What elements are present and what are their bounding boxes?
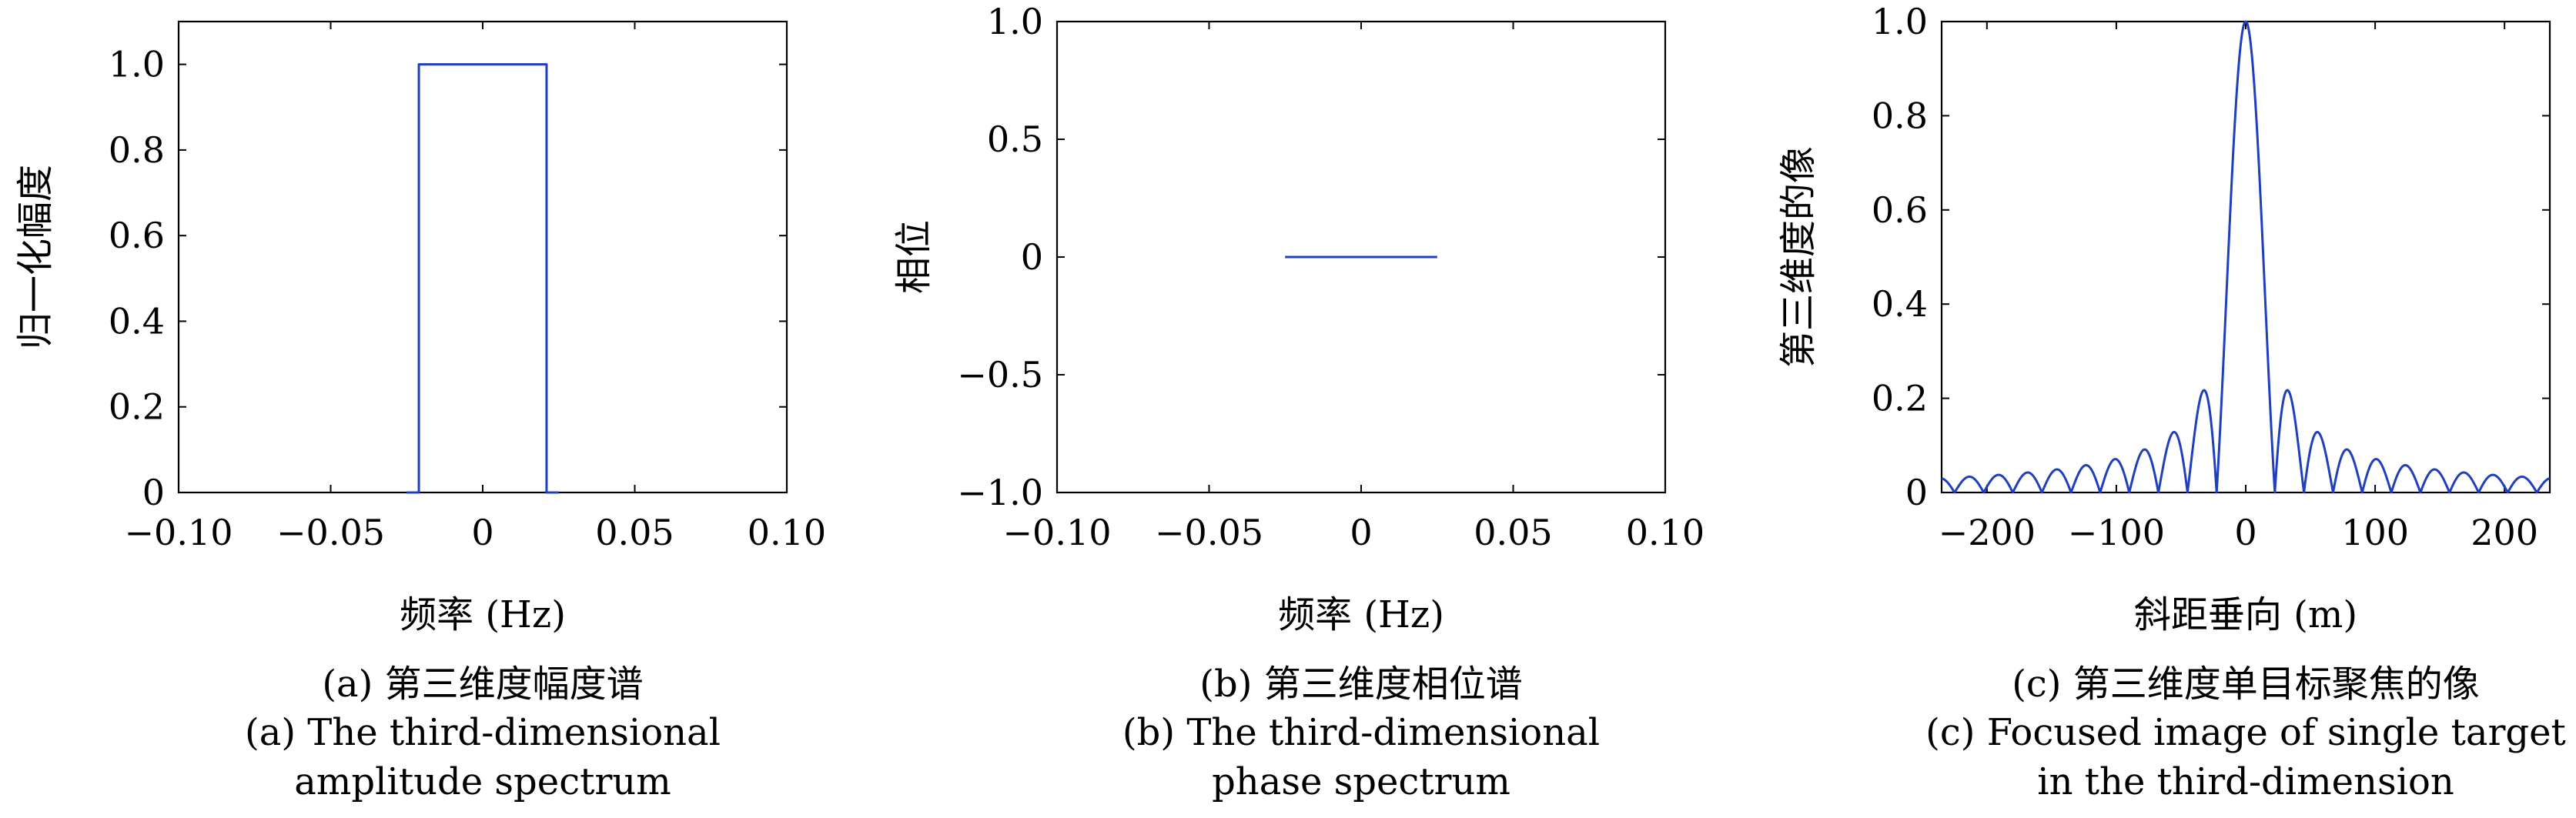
axis-ticks: −200 −100 0 100 200 0 0.2 0.4 0.6 0.8 1.0: [1872, 1, 2550, 553]
y-tick-label: 0.6: [1872, 189, 1928, 231]
caption-chinese: (a) 第三维度幅度谱: [322, 663, 643, 706]
caption-chinese: (b) 第三维度相位谱: [1199, 663, 1522, 706]
x-axis-label: 斜距垂向 (m): [2134, 593, 2357, 636]
series-line: [406, 63, 559, 494]
x-axis-label: 频率 (Hz): [400, 593, 566, 636]
axis-ticks: −0.10 −0.05 0 0.05 0.10 0 0.2 0.4 0.6 0.8 1.0: [109, 22, 826, 553]
y-tick-label: 0.8: [1872, 95, 1928, 136]
panel-amplitude-spectrum: −0.10 −0.05 0 0.05 0.10 0 0.2 0.4 0.6 0.8 1.0 频率 (…: [14, 20, 826, 803]
x-tick-label: 0: [471, 512, 493, 553]
caption-english-line2: in the third-dimension: [2037, 760, 2454, 803]
series-line: [1941, 20, 2551, 494]
y-tick-label: 0.6: [109, 215, 165, 256]
x-tick-label: −0.05: [1155, 512, 1263, 553]
x-tick-label: −0.10: [125, 512, 233, 553]
panel-phase-spectrum: −0.10 −0.05 0 0.05 0.10 −1.0 −0.5 0 0.5 1.0 频率 (H…: [892, 1, 1705, 803]
caption-english-line2: amplitude spectrum: [294, 760, 671, 803]
x-tick-label: −0.05: [276, 512, 385, 553]
y-tick-label: 0.8: [109, 129, 165, 171]
y-tick-label: −1.0: [957, 472, 1043, 513]
y-tick-label: 1.0: [1872, 1, 1928, 42]
x-tick-label: 0.05: [595, 512, 674, 553]
plot-frame: [177, 20, 788, 494]
y-tick-label: 1.0: [109, 44, 165, 85]
y-tick-label: 0: [1905, 472, 1928, 513]
y-tick-label: −0.5: [957, 354, 1043, 396]
x-tick-label: 0: [1350, 512, 1372, 553]
x-tick-label: 100: [2341, 512, 2409, 553]
x-tick-label: 0: [2234, 512, 2257, 553]
x-tick-label: −0.10: [1003, 512, 1112, 553]
x-axis-label: 频率 (Hz): [1278, 593, 1444, 636]
y-axis-label: 相位: [892, 220, 935, 294]
x-tick-label: 0.10: [1626, 512, 1705, 553]
y-tick-label: 0.5: [987, 119, 1043, 160]
caption-english-line1: (a) The third-dimensional: [245, 711, 721, 754]
x-tick-label: −200: [1939, 512, 2036, 553]
x-tick-label: 200: [2471, 512, 2538, 553]
caption-chinese: (c) 第三维度单目标聚焦的像: [2012, 663, 2480, 706]
y-tick-label: 0: [142, 472, 165, 513]
caption-english-line2: phase spectrum: [1212, 760, 1510, 803]
y-tick-label: 0.4: [109, 300, 165, 342]
panel-focused-image: −200 −100 0 100 200 0 0.2 0.4 0.6 0.8 1.0 斜距垂向 (m)…: [1777, 1, 2566, 803]
y-axis-label: 归一化幅度: [14, 165, 57, 349]
caption-english-line1: (c) Focused image of single target: [1925, 711, 2566, 754]
plot-frame: [1940, 20, 2551, 494]
y-tick-label: 1.0: [987, 1, 1043, 42]
y-tick-label: 0: [1021, 236, 1043, 278]
y-tick-label: 0.4: [1872, 283, 1928, 325]
x-tick-label: 0.05: [1474, 512, 1552, 553]
x-tick-label: 0.10: [748, 512, 826, 553]
y-tick-label: 0.2: [109, 386, 165, 428]
x-tick-label: −100: [2068, 512, 2165, 553]
y-axis-label: 第三维度的像: [1777, 146, 1820, 368]
y-tick-label: 0.2: [1872, 378, 1928, 419]
caption-english-line1: (b) The third-dimensional: [1122, 711, 1600, 754]
axis-ticks: −0.10 −0.05 0 0.05 0.10 −1.0 −0.5 0 0.5 1.0: [957, 1, 1705, 553]
